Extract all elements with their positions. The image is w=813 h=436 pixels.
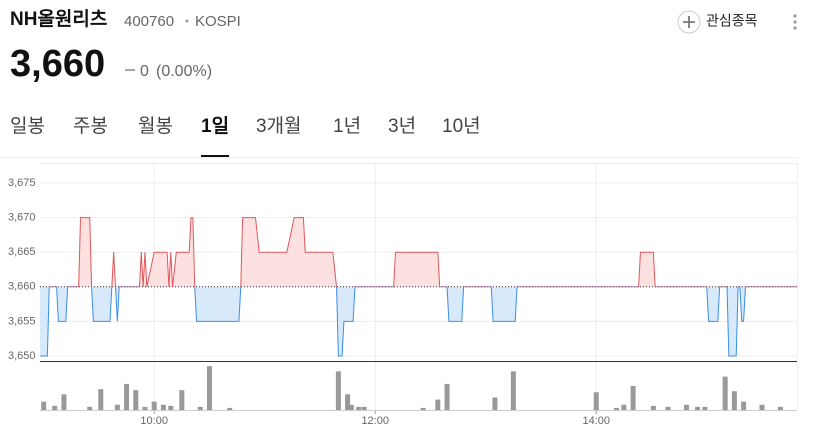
volume-bar <box>777 406 783 410</box>
active-tab-underline <box>201 155 230 157</box>
price: 3,660 <box>10 43 105 85</box>
volume-bar <box>630 386 636 410</box>
x-tick-label: 14:00 <box>582 415 610 427</box>
y-tick-label: 3,670 <box>8 212 36 224</box>
volume-bar <box>650 405 656 410</box>
volume-bar <box>759 404 765 410</box>
plus-icon[interactable] <box>683 16 695 28</box>
volume-bar <box>142 406 148 410</box>
volume-bar <box>160 404 166 410</box>
volume-bar <box>741 401 747 410</box>
change: 0 <box>140 63 149 80</box>
stock-code: 400760 <box>124 13 174 30</box>
period-tab[interactable]: 3년 <box>388 115 416 137</box>
volume-bar <box>695 406 701 410</box>
change-pct: (0.00%) <box>156 63 212 80</box>
volume-bar <box>87 406 93 410</box>
volume-bar <box>227 407 233 410</box>
volume-bar <box>722 376 728 410</box>
volume-bar <box>133 390 139 410</box>
volume-bar <box>361 406 367 410</box>
volume-bar <box>168 405 174 410</box>
stock-name: NH올원리츠 <box>10 8 107 30</box>
period-tab[interactable]: 3개월 <box>256 115 302 137</box>
volume-bar <box>197 406 203 410</box>
chart: 3,650 3,655 3,660 3,665 3,670 3,675 10:00 12:00… <box>8 163 798 427</box>
volume-bar <box>593 392 599 410</box>
volume-bar <box>420 407 426 410</box>
period-tab[interactable]: 일봉 <box>10 115 45 137</box>
x-tick-label: 12:00 <box>361 415 389 427</box>
period-tab[interactable]: 10년 <box>442 115 481 137</box>
volume-bar <box>683 404 689 410</box>
dot[interactable] <box>793 20 797 24</box>
volume-bar <box>492 397 498 410</box>
volume-bar <box>345 394 351 410</box>
down-area <box>40 286 797 356</box>
volume-bar <box>356 406 362 410</box>
price-line-down <box>40 286 797 357</box>
volume-bar <box>114 404 120 410</box>
period-tab[interactable]: 1일 <box>201 115 229 137</box>
watchlist-button[interactable]: 관심종목 <box>677 10 758 34</box>
y-tick-label: 3,650 <box>8 350 36 362</box>
period-tab[interactable]: 1년 <box>333 115 361 137</box>
separator-dot <box>185 19 189 23</box>
volume-bar <box>335 371 341 410</box>
more-menu[interactable] <box>793 14 797 30</box>
volume-bar <box>348 404 354 410</box>
y-tick-label: 3,655 <box>8 315 36 327</box>
y-tick-label: 3,665 <box>8 246 36 258</box>
volume-bar <box>61 394 67 410</box>
y-tick-label: 3,660 <box>8 281 36 293</box>
volume-bar <box>613 407 619 410</box>
x-tick-label: 10:00 <box>140 415 168 427</box>
volume-bar <box>702 406 708 410</box>
watchlist-label[interactable]: 관심종목 <box>706 13 758 29</box>
period-tabs: 일봉 주봉 월봉 1일 3개월 1년 3년 10년 <box>10 115 481 157</box>
market: KOSPI <box>195 13 241 30</box>
volume-bar <box>41 401 47 410</box>
dot[interactable] <box>793 26 797 30</box>
volume-bar <box>98 389 104 410</box>
volume-bar <box>179 390 185 410</box>
volume-bar <box>124 383 130 410</box>
price-line-up <box>48 217 797 287</box>
volume-bar <box>435 399 441 410</box>
volume-bar <box>510 371 516 410</box>
volume-bar <box>206 366 212 410</box>
period-tab[interactable]: 주봉 <box>73 116 108 137</box>
period-tab[interactable]: 월봉 <box>138 115 173 137</box>
volume-bar <box>151 401 157 410</box>
volume-bar <box>731 391 737 410</box>
volume-bar <box>621 404 627 410</box>
volume-bar <box>665 406 671 410</box>
dot[interactable] <box>793 14 797 18</box>
y-tick-label: 3,675 <box>8 177 36 189</box>
volume-bar <box>52 405 58 410</box>
volume-bar <box>444 383 450 410</box>
